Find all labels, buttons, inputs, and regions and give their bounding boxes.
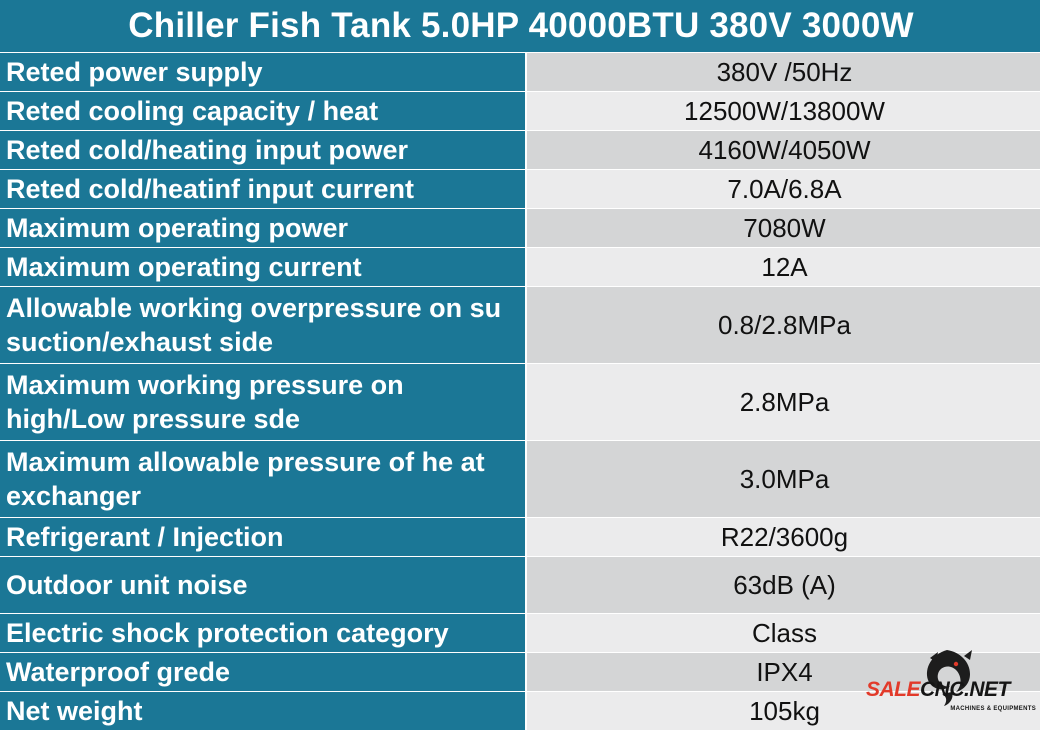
dragon-icon xyxy=(926,650,972,706)
spec-label-shock-protection: Electric shock protection category xyxy=(0,614,525,652)
spec-value-max-current: 12A xyxy=(527,248,1040,286)
spec-label-net-weight: Net weight xyxy=(0,692,525,730)
spec-value-input-power: 4160W/4050W xyxy=(527,131,1040,169)
spec-label-max-power: Maximum operating power xyxy=(0,209,525,247)
spec-label-noise: Outdoor unit noise xyxy=(0,557,525,613)
spec-value-noise: 63dB (A) xyxy=(527,557,1040,613)
spec-label-max-current: Maximum operating current xyxy=(0,248,525,286)
brand-logo: SALECNC.NET MACHINES & EQUIPMENTS xyxy=(866,646,1036,716)
spec-label-overpressure: Allowable working overpressure on su suc… xyxy=(0,287,525,363)
logo-tagline: MACHINES & EQUIPMENTS xyxy=(950,706,1036,712)
spec-label-cooling-capacity: Reted cooling capacity / heat xyxy=(0,92,525,130)
spec-value-working-pressure: 2.8MPa xyxy=(527,364,1040,440)
spec-label-refrigerant: Refrigerant / Injection xyxy=(0,518,525,556)
spec-value-cooling-capacity: 12500W/13800W xyxy=(527,92,1040,130)
table-title: Chiller Fish Tank 5.0HP 40000BTU 380V 30… xyxy=(0,0,1040,52)
spec-label-exchanger-pressure: Maximum allowable pressure of he at exch… xyxy=(0,441,525,517)
logo-wordmark-cnc: CNC.NET xyxy=(920,678,1010,701)
spec-value-overpressure: 0.8/2.8MPa xyxy=(527,287,1040,363)
spec-value-exchanger-pressure: 3.0MPa xyxy=(527,441,1040,517)
logo-wordmark-sale: SALE xyxy=(866,678,921,701)
spec-label-working-pressure: Maximum working pressure on high/Low pre… xyxy=(0,364,525,440)
logo-wordmark: SALECNC.NET xyxy=(866,678,1010,702)
spec-value-shock-protection: Class xyxy=(527,614,1040,652)
spec-value-refrigerant: R22/3600g xyxy=(527,518,1040,556)
spec-label-input-power: Reted cold/heating input power xyxy=(0,131,525,169)
spec-label-waterproof: Waterproof grede xyxy=(0,653,525,691)
spec-value-input-current: 7.0A/6.8A xyxy=(527,170,1040,208)
spec-label-power-supply: Reted power supply xyxy=(0,53,525,91)
spec-label-input-current: Reted cold/heatinf input current xyxy=(0,170,525,208)
spec-value-power-supply: 380V /50Hz xyxy=(527,53,1040,91)
spec-value-max-power: 7080W xyxy=(527,209,1040,247)
